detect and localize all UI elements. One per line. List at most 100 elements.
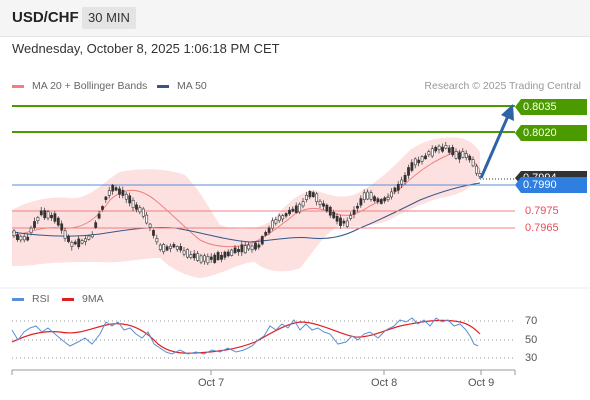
- candle-body: [447, 147, 451, 153]
- candle-body: [420, 156, 424, 162]
- candle-body: [267, 227, 271, 233]
- candle-body: [400, 179, 404, 185]
- candle-body: [373, 196, 376, 202]
- ma20-line: [11, 151, 481, 248]
- candle-body: [458, 152, 461, 160]
- current-price-tag: 0.7990: [515, 177, 587, 193]
- candle-body: [192, 253, 196, 259]
- candle-body: [128, 195, 132, 204]
- candle-body: [63, 230, 67, 239]
- candle-body: [260, 236, 264, 245]
- rsi-tick-50: 50: [525, 334, 538, 346]
- candle-body: [434, 146, 438, 152]
- candle-body: [332, 211, 336, 219]
- x-label-oct8: Oct 8: [371, 377, 398, 389]
- candle-body: [84, 238, 87, 243]
- candle-body: [243, 245, 247, 254]
- rsi-tick-70: 70: [525, 315, 538, 327]
- forecast-arrow-head: [501, 104, 514, 121]
- candle-body: [475, 165, 478, 174]
- candle-body: [396, 184, 400, 191]
- candle-body: [390, 191, 393, 198]
- candle-body: [175, 246, 179, 250]
- candle-body: [451, 146, 455, 156]
- candle-body: [427, 151, 431, 156]
- candle-body: [152, 230, 155, 236]
- candle-body: [131, 199, 135, 209]
- candle-body: [53, 213, 57, 222]
- candle-body: [359, 198, 363, 206]
- candle-body: [101, 206, 104, 210]
- candle-body: [46, 211, 50, 219]
- candle-body: [305, 194, 308, 200]
- candle-body: [345, 220, 349, 227]
- candle-body: [73, 241, 77, 245]
- candle-body: [254, 242, 257, 250]
- candle-body: [233, 247, 237, 254]
- candle-body: [417, 159, 421, 164]
- candle-body: [349, 215, 353, 219]
- candle-body: [189, 254, 193, 258]
- candle-body: [247, 244, 251, 250]
- candle-body: [386, 196, 390, 201]
- legend-rsi: RSI: [12, 293, 50, 305]
- candle-body: [335, 216, 339, 222]
- candle-body: [169, 245, 172, 249]
- rsi-tick-30: 30: [525, 352, 538, 364]
- candle-body: [199, 255, 203, 263]
- rsi-swatch: [12, 297, 24, 301]
- candle-body: [121, 190, 125, 196]
- rsi-ma-label: 9MA: [82, 293, 104, 305]
- ma50-line: [11, 182, 481, 243]
- candle-body: [339, 217, 342, 226]
- credit-text: Research © 2025 Trading Central: [424, 80, 581, 92]
- candle-body: [356, 205, 359, 209]
- candle-body: [318, 200, 322, 205]
- candle-body: [213, 254, 217, 263]
- candle-body: [424, 155, 427, 160]
- candle-body: [12, 230, 16, 237]
- x-label-oct9: Oct 9: [468, 377, 495, 389]
- candle-body: [145, 214, 149, 224]
- legend-rsi-ma: 9MA: [62, 293, 104, 305]
- ma50-label: MA 50: [177, 80, 207, 92]
- candle-body: [413, 158, 417, 166]
- candle-body: [209, 256, 213, 260]
- candle-body: [33, 221, 36, 228]
- candle-body: [315, 193, 319, 203]
- candle-body: [138, 207, 142, 213]
- candle-body: [16, 234, 19, 240]
- candle-body: [158, 244, 162, 250]
- rsi-ma-line: [11, 319, 481, 354]
- candle-body: [308, 191, 312, 198]
- bollinger-band: [12, 137, 480, 278]
- rsi-label: RSI: [32, 293, 50, 305]
- candle-body: [291, 208, 295, 212]
- candle-body: [104, 196, 108, 200]
- candle-body: [366, 191, 370, 200]
- x-label-oct7: Oct 7: [198, 377, 225, 389]
- candle-body: [162, 244, 166, 253]
- candle-body: [444, 145, 448, 149]
- candle-body: [369, 192, 373, 200]
- candle-body: [264, 232, 268, 236]
- timeframe-button[interactable]: 30 MIN: [82, 7, 136, 29]
- candle-body: [165, 246, 169, 251]
- candle-body: [111, 184, 115, 192]
- candle-body: [288, 209, 291, 215]
- candle-body: [383, 197, 387, 202]
- candle-body: [437, 145, 441, 151]
- ma50-swatch: [157, 84, 169, 88]
- candle-body: [410, 162, 414, 171]
- candle-body: [284, 213, 288, 217]
- candle-body: [352, 209, 356, 215]
- candle-body: [464, 153, 468, 159]
- candle-body: [56, 217, 60, 226]
- resistance-2-tag: 0.8035: [515, 99, 587, 115]
- candle-body: [80, 240, 84, 244]
- support-2-label: 0.7965: [525, 222, 559, 234]
- support-1-label: 0.7975: [525, 205, 559, 217]
- candle-body: [90, 234, 94, 238]
- candle-body: [26, 236, 30, 241]
